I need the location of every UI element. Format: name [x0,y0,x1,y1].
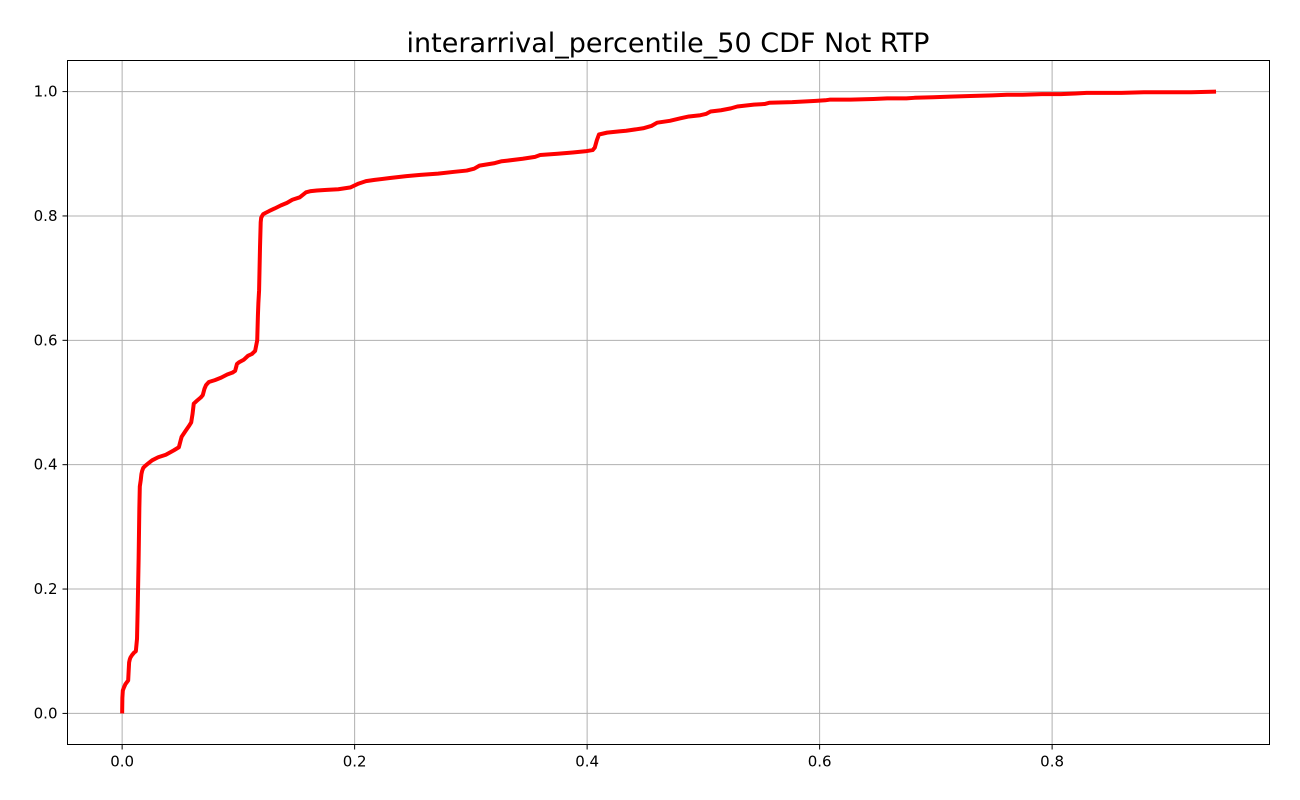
y-tick-label: 0.6 [34,331,58,349]
x-tick-label: 0.0 [110,753,134,771]
y-axis: 0.0 0.2 0.4 0.6 0.8 1.0 [34,83,68,722]
y-tick-label: 0.2 [34,580,58,598]
x-axis: 0.0 0.2 0.4 0.6 0.8 [110,744,1064,771]
grid [67,60,1270,745]
chart-title: interarrival_percentile_50 CDF Not RTP [407,28,930,59]
series-layer [120,89,1217,714]
x-tick-label: 0.4 [575,753,599,771]
x-tick-label: 0.8 [1040,753,1064,771]
y-tick-label: 1.0 [34,83,58,101]
y-tick-label: 0.8 [34,207,58,225]
cdf-series-line [120,89,1217,714]
x-tick-label: 0.6 [808,753,832,771]
y-tick-label: 0.4 [34,456,58,474]
x-tick-label: 0.2 [343,753,367,771]
plot-frame [67,60,1270,745]
y-tick-label: 0.0 [34,704,58,722]
